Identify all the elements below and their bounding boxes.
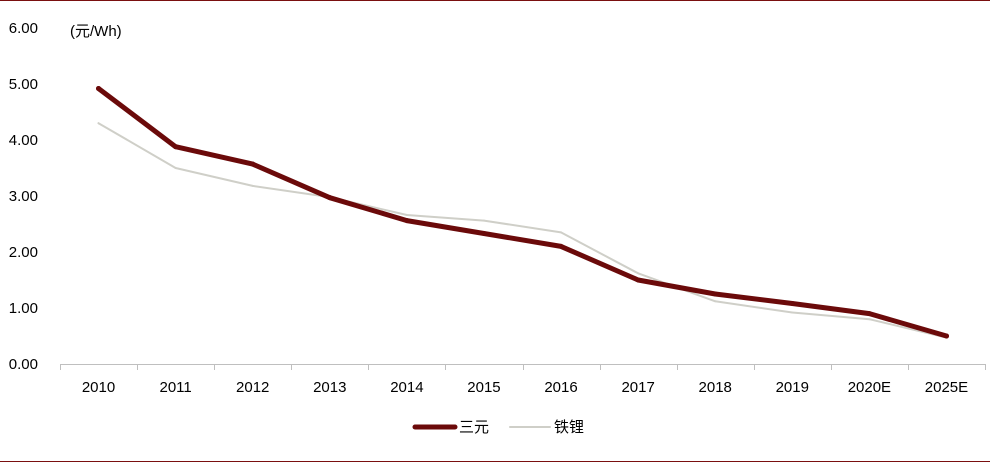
data-point bbox=[173, 144, 179, 150]
data-point bbox=[789, 301, 795, 307]
y-tick-label: 5.00 bbox=[9, 76, 38, 93]
data-point bbox=[404, 218, 410, 224]
series-line-tieli bbox=[97, 122, 948, 339]
data-point bbox=[251, 184, 254, 187]
x-tick-label: 2011 bbox=[159, 379, 191, 396]
data-point bbox=[327, 195, 333, 201]
data-point bbox=[943, 333, 949, 339]
x-tick-label: 2018 bbox=[699, 379, 732, 396]
y-tick-label: 2.00 bbox=[9, 244, 38, 261]
legend-label: 铁锂 bbox=[554, 419, 584, 436]
data-point bbox=[558, 243, 564, 249]
bottom-border bbox=[0, 461, 990, 462]
x-tick-label: 2020E bbox=[848, 379, 891, 396]
data-point bbox=[96, 85, 102, 91]
y-tick-label: 4.00 bbox=[9, 132, 38, 149]
x-tick-label: 2025E bbox=[925, 379, 968, 396]
data-point bbox=[481, 231, 487, 237]
y-tick-label: 0.00 bbox=[9, 356, 38, 373]
legend-label: 三元 bbox=[459, 419, 489, 436]
legend: 三元 铁锂 bbox=[412, 419, 584, 436]
y-tick-label: 3.00 bbox=[9, 188, 38, 205]
x-tick-label: 2012 bbox=[236, 379, 269, 396]
x-tick-label: 2015 bbox=[467, 379, 500, 396]
data-point bbox=[482, 219, 485, 222]
data-point bbox=[405, 214, 408, 217]
y-tick-label: 6.00 bbox=[9, 20, 38, 37]
data-point bbox=[174, 167, 177, 169]
x-tick-label: 2016 bbox=[544, 379, 577, 396]
data-point bbox=[635, 277, 641, 283]
data-point bbox=[97, 122, 100, 125]
x-tick-label: 2014 bbox=[390, 379, 423, 396]
data-point bbox=[868, 318, 871, 321]
x-tick-label: 2013 bbox=[313, 379, 346, 396]
series-lines bbox=[96, 85, 949, 339]
data-point bbox=[714, 300, 717, 303]
x-tick-label: 2010 bbox=[82, 379, 115, 396]
x-tick-label: 2017 bbox=[621, 379, 654, 396]
top-border bbox=[0, 0, 990, 1]
data-point bbox=[866, 311, 872, 317]
y-axis-tick-labels: 0.00 1.00 2.00 3.00 4.00 5.00 6.00 bbox=[9, 20, 38, 373]
axes bbox=[60, 364, 986, 370]
series-line-sanyuan bbox=[96, 86, 949, 339]
data-point bbox=[250, 161, 256, 167]
data-point bbox=[791, 311, 794, 314]
data-point bbox=[637, 272, 640, 275]
x-axis-tick-labels: 2010 2011 2012 2013 2014 2015 2016 2017 2018 2019… bbox=[82, 379, 968, 396]
y-tick-label: 1.00 bbox=[9, 300, 38, 317]
data-point bbox=[712, 291, 718, 297]
data-point bbox=[560, 231, 563, 234]
y-axis-unit-label: (元/Wh) bbox=[70, 23, 122, 40]
x-tick-label: 2019 bbox=[776, 379, 809, 396]
